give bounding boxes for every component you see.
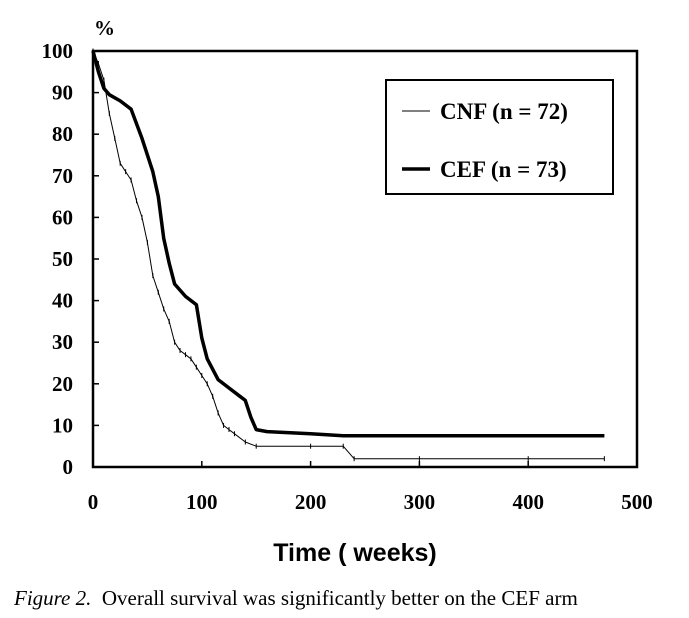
y-tick-label: 60 (52, 205, 73, 229)
x-tick-label: 400 (512, 490, 544, 514)
y-tick-label: 100 (42, 39, 74, 63)
x-axis-ticks: 0 100 200 300 400 500 (88, 461, 653, 514)
legend: CNF (n = 72) CEF (n = 73) (385, 79, 614, 195)
legend-label-cnf: CNF (n = 72) (440, 99, 568, 124)
caption-label: Figure 2. (14, 586, 92, 610)
y-tick-label: 90 (52, 81, 73, 105)
plot-frame (91, 49, 639, 469)
y-tick-label: 40 (52, 289, 73, 313)
x-tick-label: 300 (404, 490, 436, 514)
y-tick-label: 20 (52, 372, 73, 396)
series-line-cef (91, 50, 605, 438)
x-tick-label: 100 (186, 490, 218, 514)
legend-box (385, 79, 614, 195)
y-tick-label: 80 (52, 122, 73, 146)
legend-label-cef: CEF (n = 73) (440, 157, 567, 182)
y-tick-label: 0 (63, 455, 74, 479)
x-tick-label: 500 (621, 490, 653, 514)
x-tick-label: 0 (88, 490, 99, 514)
survival-chart: % 0 10 20 30 40 50 60 70 80 90 100 0 100 200 300 400 50… (42, 16, 653, 567)
x-axis-title: Time ( weeks) (273, 539, 437, 567)
caption-text: Overall survival was significantly bette… (101, 586, 578, 610)
x-tick-label: 200 (295, 490, 327, 514)
y-tick-label: 10 (52, 413, 73, 437)
y-tick-label: 50 (52, 247, 73, 271)
figure-caption: Figure 2. Overall survival was significa… (14, 586, 684, 611)
series-layer (91, 48, 605, 462)
y-tick-label: 70 (52, 164, 73, 188)
y-axis-unit-label: % (94, 16, 115, 40)
y-tick-label: 30 (52, 330, 73, 354)
y-axis-ticks: 0 10 20 30 40 50 60 70 80 90 100 (42, 39, 99, 479)
